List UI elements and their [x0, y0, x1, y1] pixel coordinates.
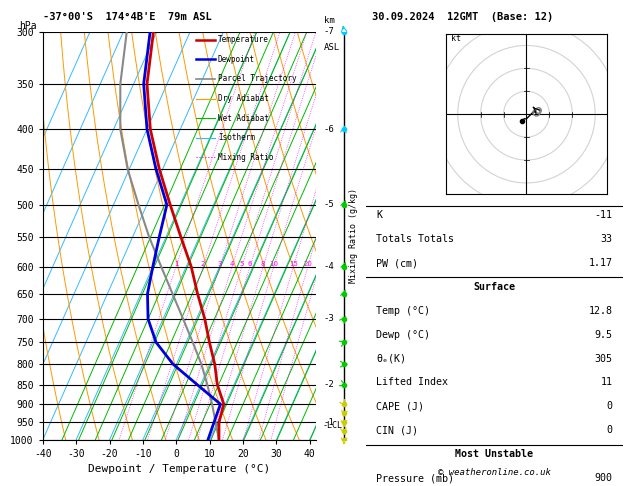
Text: -2: -2	[324, 380, 335, 389]
Text: 8: 8	[261, 260, 265, 267]
Text: © weatheronline.co.uk: © weatheronline.co.uk	[438, 468, 551, 477]
Text: Dry Adiabat: Dry Adiabat	[218, 94, 269, 103]
Text: 305: 305	[594, 354, 613, 364]
Text: -37°00'S  174°4B'E  79m ASL: -37°00'S 174°4B'E 79m ASL	[43, 12, 211, 22]
Text: -7: -7	[324, 27, 335, 36]
Text: 1.17: 1.17	[589, 258, 613, 268]
Text: -1: -1	[324, 418, 335, 427]
Text: Temp (°C): Temp (°C)	[376, 306, 430, 316]
Text: ASL: ASL	[324, 43, 340, 52]
Text: -LCL: -LCL	[323, 421, 343, 431]
Text: 1: 1	[174, 260, 178, 267]
Text: Lifted Index: Lifted Index	[376, 378, 448, 387]
Text: 6: 6	[248, 260, 252, 267]
Text: Isotherm: Isotherm	[218, 133, 255, 142]
Text: 0: 0	[606, 401, 613, 411]
Text: 10: 10	[269, 260, 278, 267]
Text: 11: 11	[601, 378, 613, 387]
Text: K: K	[376, 210, 382, 220]
Text: hPa: hPa	[19, 21, 37, 31]
Text: 12.8: 12.8	[589, 306, 613, 316]
Text: θₑ(K): θₑ(K)	[376, 354, 406, 364]
Text: 33: 33	[601, 234, 613, 244]
Text: -3: -3	[324, 314, 335, 323]
Text: 20: 20	[303, 260, 312, 267]
Text: 3: 3	[218, 260, 222, 267]
Text: Most Unstable: Most Unstable	[455, 449, 533, 459]
Text: PW (cm): PW (cm)	[376, 258, 418, 268]
Text: Wet Adiabat: Wet Adiabat	[218, 114, 269, 122]
Text: 0: 0	[606, 425, 613, 435]
Text: 9.5: 9.5	[594, 330, 613, 340]
Text: 2: 2	[201, 260, 205, 267]
Text: 30.09.2024  12GMT  (Base: 12): 30.09.2024 12GMT (Base: 12)	[372, 12, 554, 22]
Text: Temperature: Temperature	[218, 35, 269, 44]
Text: CAPE (J): CAPE (J)	[376, 401, 425, 411]
Text: Parcel Trajectory: Parcel Trajectory	[218, 74, 296, 84]
Text: Pressure (mb): Pressure (mb)	[376, 473, 454, 483]
Text: Mixing Ratio: Mixing Ratio	[218, 153, 274, 162]
Text: Dewpoint: Dewpoint	[218, 55, 255, 64]
Text: km: km	[324, 16, 335, 25]
Text: -4: -4	[324, 262, 335, 271]
Text: CIN (J): CIN (J)	[376, 425, 418, 435]
Text: kt: kt	[451, 34, 461, 43]
Text: Mixing Ratio (g/kg): Mixing Ratio (g/kg)	[349, 188, 359, 283]
Text: Totals Totals: Totals Totals	[376, 234, 454, 244]
Text: -6: -6	[324, 124, 335, 134]
Text: 15: 15	[289, 260, 298, 267]
Text: 4: 4	[230, 260, 234, 267]
Text: Dewp (°C): Dewp (°C)	[376, 330, 430, 340]
X-axis label: Dewpoint / Temperature (°C): Dewpoint / Temperature (°C)	[89, 465, 270, 474]
Text: Surface: Surface	[474, 282, 515, 292]
Text: 900: 900	[594, 473, 613, 483]
Text: -5: -5	[324, 200, 335, 209]
Text: -11: -11	[594, 210, 613, 220]
Text: 5: 5	[240, 260, 244, 267]
